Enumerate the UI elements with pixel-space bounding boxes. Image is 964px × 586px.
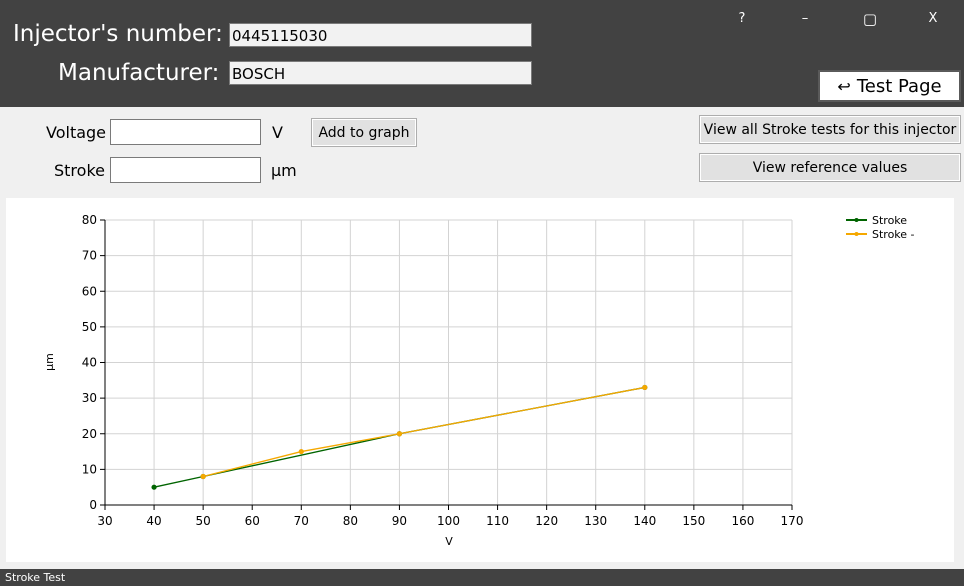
- test-page-label: Test Page: [856, 75, 942, 97]
- legend-label-1: Stroke -: [872, 228, 915, 241]
- series-line-1: [202, 386, 645, 478]
- x-tick-label: 100: [437, 514, 460, 528]
- data-point: [642, 384, 648, 391]
- data-point: [151, 484, 157, 490]
- y-tick-label: 10: [82, 462, 97, 476]
- legend-label-0: Stroke: [872, 214, 907, 227]
- test-page-button[interactable]: ↩ Test Page: [818, 70, 961, 102]
- voltage-input[interactable]: [110, 119, 261, 145]
- y-tick-label: 50: [82, 320, 97, 334]
- minimize-button[interactable]: –: [801, 11, 809, 26]
- x-tick-label: 160: [731, 514, 754, 528]
- view-reference-values-button[interactable]: View reference values: [699, 153, 961, 182]
- header-bar: Injector's number: 0445115030 Manufactur…: [0, 0, 964, 107]
- data-point: [396, 431, 403, 437]
- stroke-label: Stroke: [54, 161, 105, 180]
- add-to-graph-button[interactable]: Add to graph: [311, 118, 417, 147]
- manufacturer-field[interactable]: BOSCH: [229, 61, 532, 85]
- x-tick-label: 30: [97, 514, 112, 528]
- close-button[interactable]: X: [928, 11, 938, 26]
- x-tick-label: 170: [781, 514, 804, 528]
- x-tick-label: 120: [535, 514, 558, 528]
- stroke-unit: µm: [271, 161, 297, 180]
- injector-number-label: Injector's number:: [13, 21, 223, 47]
- data-point: [298, 448, 304, 455]
- y-tick-label: 80: [82, 213, 97, 227]
- stroke-input[interactable]: [110, 157, 261, 183]
- help-button[interactable]: ?: [738, 11, 746, 26]
- y-tick-label: 0: [89, 498, 97, 512]
- x-tick-label: 40: [146, 514, 161, 528]
- x-tick-label: 60: [245, 514, 260, 528]
- x-tick-label: 80: [343, 514, 358, 528]
- maximize-button[interactable]: ▢: [862, 10, 878, 28]
- voltage-unit: V: [272, 123, 283, 142]
- legend-marker-1: [854, 232, 859, 236]
- injector-number-field[interactable]: 0445115030: [229, 23, 532, 47]
- y-axis-label: µm: [43, 353, 56, 371]
- voltage-label: Voltage: [46, 123, 107, 142]
- return-arrow-icon: ↩: [837, 76, 851, 96]
- x-tick-label: 110: [486, 514, 509, 528]
- y-tick-label: 70: [82, 249, 97, 263]
- status-bar: Stroke Test: [0, 569, 964, 586]
- x-tick-label: 50: [196, 514, 211, 528]
- view-all-stroke-tests-button[interactable]: View all Stroke tests for this injector: [699, 115, 961, 144]
- y-tick-label: 60: [82, 284, 97, 298]
- manufacturer-label: Manufacturer:: [58, 60, 220, 86]
- x-tick-label: 150: [682, 514, 705, 528]
- x-tick-label: 90: [392, 514, 407, 528]
- x-tick-label: 130: [584, 514, 607, 528]
- stroke-chart: 30 40 50 60 70 80 90 100 110 120 130 140 150 160 170 0 1…: [43, 213, 915, 548]
- stroke-chart-panel: 30 40 50 60 70 80 90 100 110 120 130 140 150 160 170 0 1…: [6, 198, 954, 562]
- x-tick-label: 140: [633, 514, 656, 528]
- legend-marker-0: [854, 218, 859, 222]
- y-tick-label: 20: [82, 427, 97, 441]
- y-tick-label: 30: [82, 391, 97, 405]
- x-axis-label: V: [445, 535, 453, 548]
- y-tick-label: 40: [82, 356, 97, 370]
- x-tick-label: 70: [294, 514, 309, 528]
- data-point: [200, 473, 206, 480]
